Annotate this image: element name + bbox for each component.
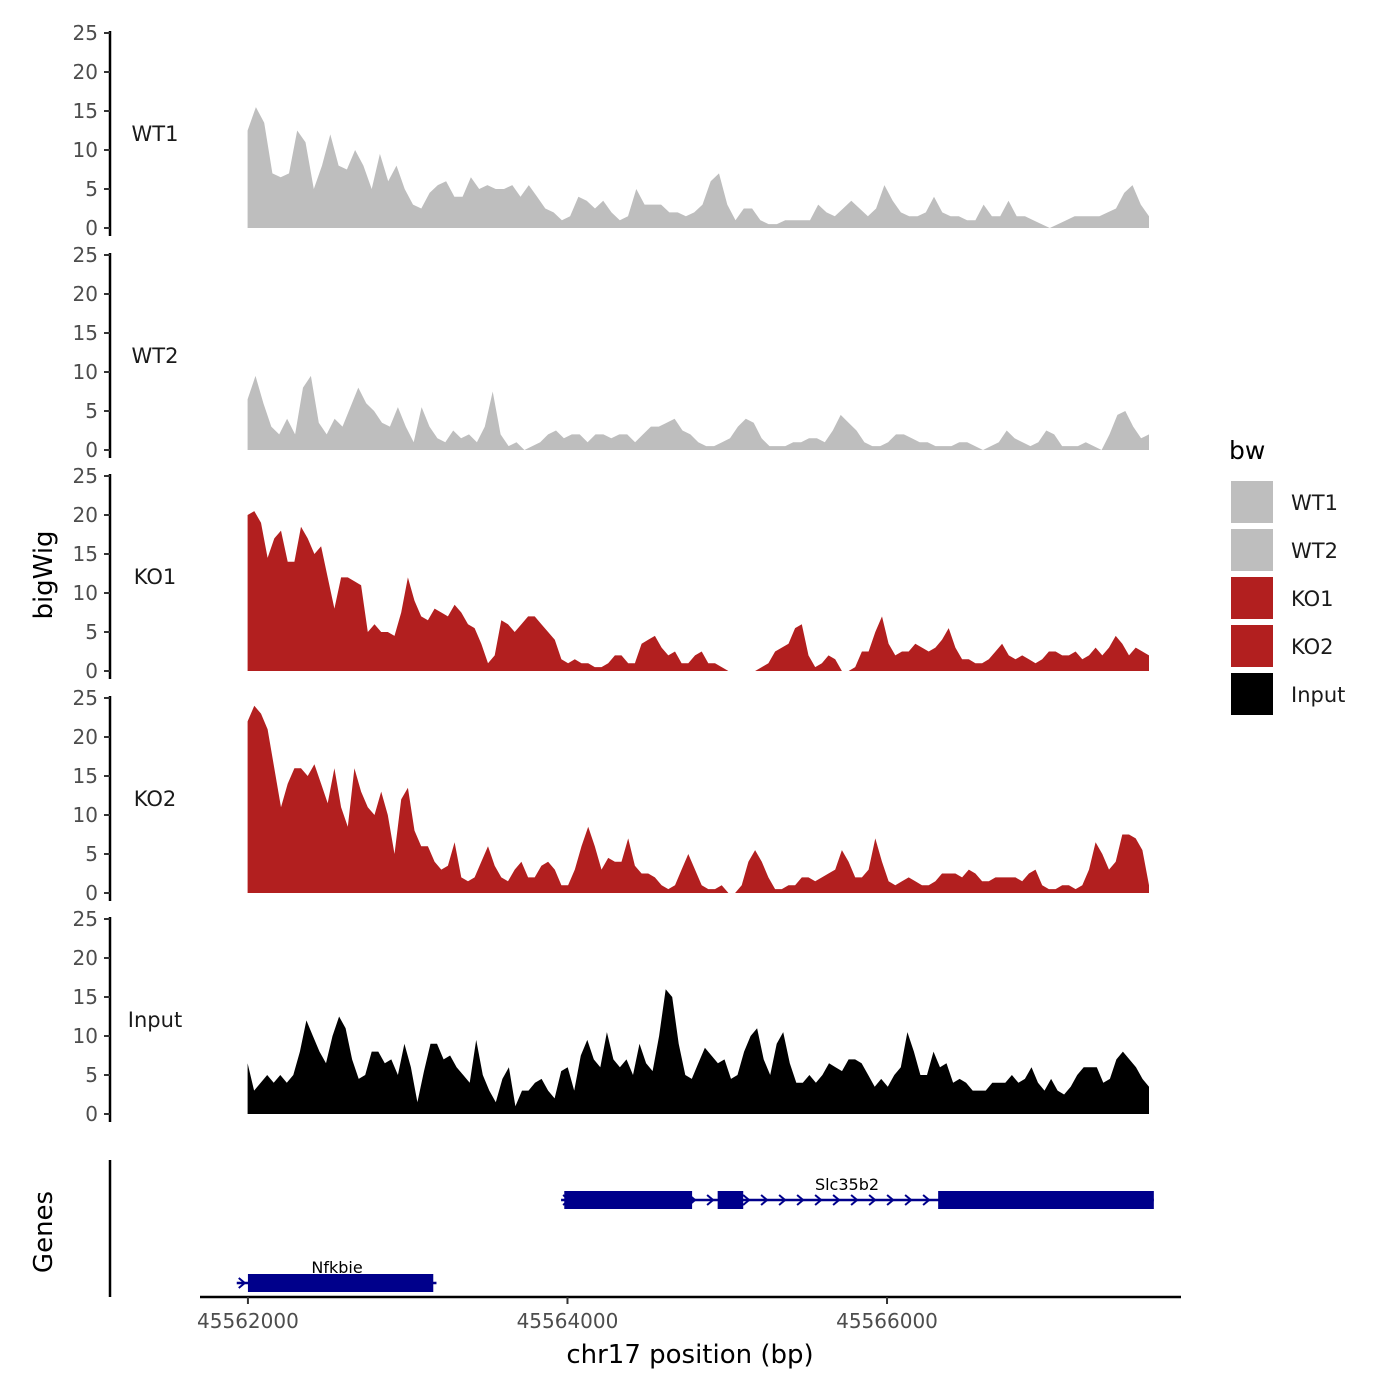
y-tick-label: 10 [73, 360, 98, 384]
exon-block [717, 1191, 744, 1209]
strand-arrow [760, 1194, 769, 1206]
y-tick-label: 10 [73, 581, 98, 605]
y-tick-label: 10 [73, 803, 98, 827]
y-tick-label: 10 [73, 138, 98, 162]
legend-label-ko1: KO1 [1291, 587, 1334, 611]
y-tick-label: 25 [73, 21, 98, 45]
gene-name-slc35b2: Slc35b2 [815, 1175, 879, 1194]
y-tick-label: 0 [85, 881, 98, 905]
x-axis-title: chr17 position (bp) [566, 1340, 813, 1370]
y-tick-label: 20 [73, 60, 98, 84]
y-tick-label: 25 [73, 907, 98, 931]
x-tick-label: 45566000 [836, 1309, 938, 1333]
strand-arrow [778, 1194, 787, 1206]
track-wt1: 0 5 10 15 20 25 WT1 [73, 21, 1150, 240]
legend-swatch-ko2 [1229, 623, 1275, 669]
area-ko1 [247, 511, 1150, 671]
strand-arrow [796, 1194, 805, 1206]
signal-tracks: 0510152025WT10510152025WT20510152025KO10… [73, 21, 1150, 1126]
strand-arrow [832, 1194, 841, 1206]
y-tick-label: 20 [73, 503, 98, 527]
legend-swatch-wt2 [1229, 527, 1275, 573]
y-tick-label: 15 [73, 542, 98, 566]
track-label-wt1: WT1 [132, 122, 179, 146]
legend-swatch-ko1 [1229, 575, 1275, 621]
exon-block [247, 1274, 434, 1292]
legend: bw WT1 WT2 KO1 KO2 Input [1229, 436, 1345, 717]
x-tick-label: 45562000 [197, 1309, 299, 1333]
legend-label-wt2: WT2 [1291, 539, 1338, 563]
strand-arrow [922, 1194, 931, 1206]
gene-name-nfkbie: Nfkbie [311, 1258, 362, 1277]
y-tick-label: 15 [73, 321, 98, 345]
y-tick-label: 0 [85, 1102, 98, 1126]
y-axis-title: bigWig [29, 530, 59, 619]
strand-arrow [850, 1194, 859, 1206]
exon-block [938, 1191, 1154, 1209]
legend-label-ko2: KO2 [1291, 635, 1334, 659]
gene-nfkbie: Nfkbie [236, 1258, 437, 1292]
y-tick-label: 5 [85, 1063, 98, 1087]
track-input: 0 5 10 15 20 25 Input [73, 907, 1150, 1126]
y-tick-label: 25 [73, 464, 98, 488]
area-wt1 [247, 107, 1150, 228]
x-tick-label: 45564000 [517, 1309, 619, 1333]
y-tick-label: 5 [85, 620, 98, 644]
y-tick-label: 15 [73, 985, 98, 1009]
exon-block [564, 1191, 693, 1209]
y-tick-label: 15 [73, 99, 98, 123]
x-axis: 45562000 45564000 45566000 [197, 1295, 1181, 1333]
track-label-ko2: KO2 [134, 787, 177, 811]
strand-arrow [706, 1194, 715, 1206]
track-label-wt2: WT2 [132, 344, 179, 368]
y-tick-label: 5 [85, 177, 98, 201]
y-tick-label: 10 [73, 1024, 98, 1048]
y-tick-label: 5 [85, 842, 98, 866]
strand-arrow [742, 1194, 751, 1206]
area-input [247, 989, 1150, 1114]
area-wt2 [247, 375, 1150, 450]
y-tick-label: 20 [73, 282, 98, 306]
area-ko2 [247, 705, 1150, 893]
strand-arrow [886, 1194, 895, 1206]
track-label-input: Input [128, 1008, 182, 1032]
track-wt2: 0 5 10 15 20 25 WT2 [73, 243, 1150, 462]
y-tick-label: 0 [85, 216, 98, 240]
strand-arrow [868, 1194, 877, 1206]
gene-track: Slc35b2 Nfkbie [108, 1160, 1154, 1297]
legend-swatch-wt1 [1229, 479, 1275, 525]
gene-slc35b2: Slc35b2 [561, 1175, 1154, 1209]
strand-arrow [238, 1277, 247, 1289]
y-tick-label: 20 [73, 725, 98, 749]
y-tick-label: 0 [85, 659, 98, 683]
strand-arrow [814, 1194, 823, 1206]
track-ko2: 0 5 10 15 20 25 KO2 [73, 686, 1150, 905]
legend-title: bw [1229, 436, 1265, 465]
legend-swatch-input [1229, 671, 1275, 717]
y-tick-label: 25 [73, 686, 98, 710]
track-ko1: 0 5 10 15 20 25 KO1 [73, 464, 1150, 683]
strand-arrow [904, 1194, 913, 1206]
genes-axis-title: Genes [29, 1191, 59, 1273]
y-tick-label: 5 [85, 399, 98, 423]
y-tick-label: 0 [85, 438, 98, 462]
y-tick-label: 15 [73, 764, 98, 788]
legend-label-wt1: WT1 [1291, 491, 1338, 515]
track-label-ko1: KO1 [134, 565, 177, 589]
y-tick-label: 20 [73, 946, 98, 970]
y-tick-label: 25 [73, 243, 98, 267]
legend-label-input: Input [1291, 683, 1345, 707]
